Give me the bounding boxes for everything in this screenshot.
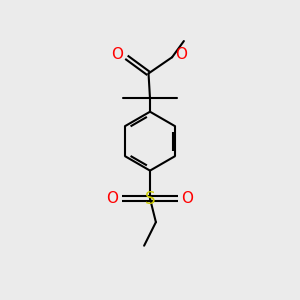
Text: O: O	[175, 47, 187, 62]
Text: S: S	[145, 190, 155, 208]
Text: O: O	[112, 47, 124, 62]
Text: O: O	[106, 191, 119, 206]
Text: O: O	[182, 191, 194, 206]
